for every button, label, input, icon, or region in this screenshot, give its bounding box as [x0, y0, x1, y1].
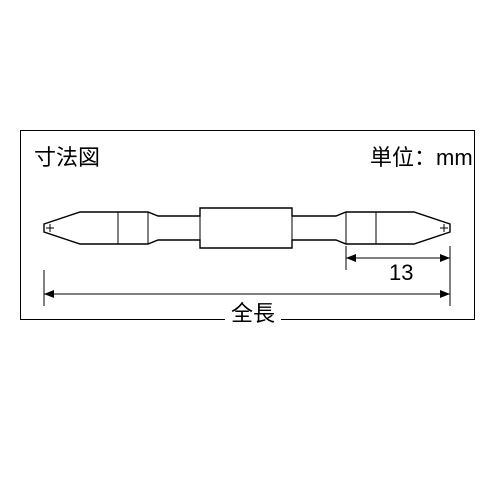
- dim-arrow-r: [440, 290, 450, 298]
- dim-arrow-l: [44, 290, 54, 298]
- diagram-canvas: 寸法図 単位：mm 13: [0, 0, 500, 500]
- dim-overall: [0, 0, 500, 500]
- dim-overall-label: 全長: [225, 296, 281, 328]
